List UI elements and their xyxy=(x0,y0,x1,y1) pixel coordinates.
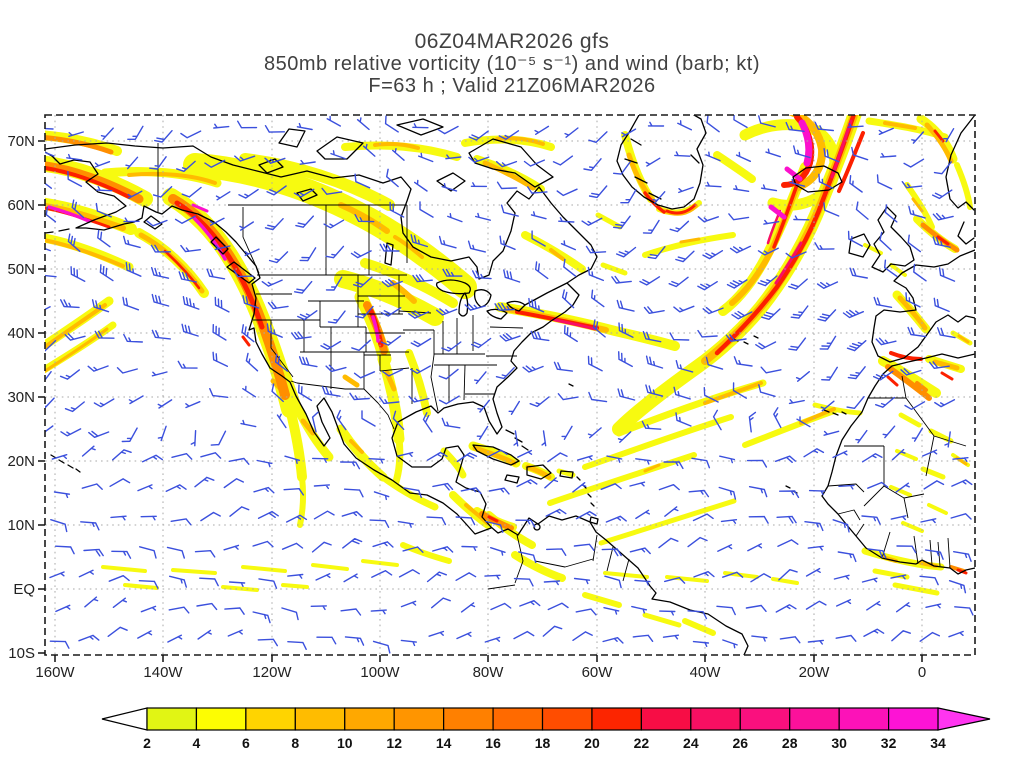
lat-label: 50N xyxy=(7,261,35,278)
coastlines xyxy=(45,115,975,655)
lon-label: 60W xyxy=(582,664,614,681)
lat-label: 10N xyxy=(7,517,35,534)
vorticity-shading xyxy=(45,115,973,636)
colorbar-segment xyxy=(739,707,791,731)
colorbar-tick-label: 22 xyxy=(634,735,650,751)
lat-label: 70N xyxy=(7,133,35,150)
lat-label: 30N xyxy=(7,389,35,406)
lon-label: 0 xyxy=(918,664,926,681)
title-field: 850mb relative vorticity (10⁻⁵ s⁻¹) and … xyxy=(264,53,760,75)
lat-label: EQ xyxy=(13,581,35,598)
colorbar-segment xyxy=(541,707,593,731)
colorbar-segment xyxy=(640,707,692,731)
colorbar-segment xyxy=(591,707,643,731)
colorbar-segment xyxy=(294,707,346,731)
colorbar-segment xyxy=(195,707,247,731)
colorbar-tick-label: 18 xyxy=(535,735,551,751)
colorbar-tick-label: 32 xyxy=(881,735,897,751)
colorbar-segment xyxy=(146,707,198,731)
lon-label: 40W xyxy=(690,664,722,681)
graticule xyxy=(45,115,975,655)
lon-label: 80W xyxy=(473,664,505,681)
colorbar-segment xyxy=(789,707,840,731)
colorbar-tick-label: 28 xyxy=(782,735,798,751)
colorbar-segment xyxy=(393,707,445,731)
map-area xyxy=(45,115,975,655)
political-borders xyxy=(157,143,967,590)
colorbar-tick-label: 20 xyxy=(584,735,600,751)
lat-label: 60N xyxy=(7,197,35,214)
colorbar-tick-label: 14 xyxy=(436,735,452,751)
colorbar-tick-label: 26 xyxy=(732,735,748,751)
colorbar-segment xyxy=(344,707,395,731)
colorbar-tick-label: 6 xyxy=(242,735,250,751)
colorbar-left-arrow xyxy=(101,707,148,731)
title-valid-time: F=63 h ; Valid 21Z06MAR2026 xyxy=(368,75,656,97)
lon-label: 20W xyxy=(799,664,831,681)
colorbar-segment xyxy=(690,707,741,731)
colorbar-segment xyxy=(245,707,296,731)
lat-label: 40N xyxy=(7,325,35,342)
colorbar-segment xyxy=(838,707,890,731)
colorbar-tick-label: 2 xyxy=(143,735,151,751)
lon-label: 100W xyxy=(360,664,400,681)
lat-label: 10S xyxy=(8,645,35,662)
lat-label: 20N xyxy=(7,453,35,470)
colorbar-segment xyxy=(443,707,494,731)
colorbar: 2 4 6 8 10 12 14 16 18 20 22 24 26 28 30 32 34 xyxy=(101,707,991,751)
map-frame xyxy=(44,114,976,656)
colorbar-tick-label: 34 xyxy=(930,735,946,751)
colorbar-tick-label: 16 xyxy=(485,735,501,751)
colorbar-tick-label: 30 xyxy=(831,735,847,751)
lon-label: 120W xyxy=(252,664,292,681)
colorbar-right-arrow xyxy=(937,707,991,731)
colorbar-tick-label: 24 xyxy=(683,735,699,751)
colorbar-tick-label: 10 xyxy=(337,735,353,751)
chart-title-block: 06Z04MAR2026 gfs 850mb relative vorticit… xyxy=(0,30,1024,97)
colorbar-tick-label: 8 xyxy=(291,735,299,751)
lon-label: 140W xyxy=(143,664,183,681)
colorbar-tick-label: 4 xyxy=(193,735,201,751)
title-init-time: 06Z04MAR2026 gfs xyxy=(414,30,610,53)
lon-label: 160W xyxy=(35,664,75,681)
colorbar-segment xyxy=(887,707,939,731)
colorbar-segment xyxy=(492,707,544,731)
colorbar-tick-label: 12 xyxy=(386,735,402,751)
